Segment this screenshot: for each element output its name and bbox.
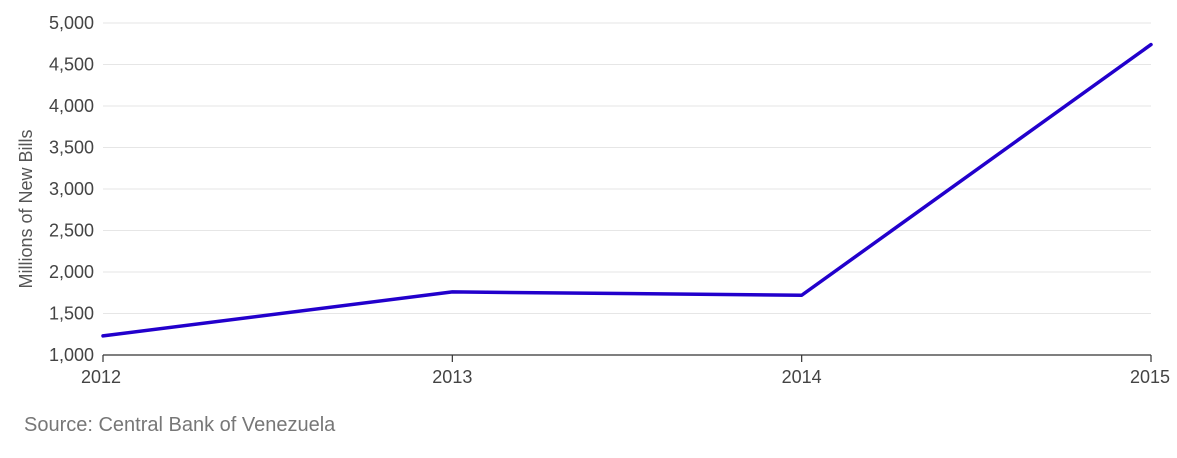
y-tick-label: 3,500 bbox=[49, 138, 94, 158]
y-tick-label: 4,500 bbox=[49, 55, 94, 75]
y-tick-label: 2,500 bbox=[49, 221, 94, 241]
line-chart: 1,000 1,500 2,000 2,500 3,000 3,500 4,000 4,500… bbox=[16, 13, 1170, 387]
series-layer bbox=[101, 42, 1153, 338]
series-line bbox=[101, 42, 1153, 338]
y-tick-label: 2,000 bbox=[49, 262, 94, 282]
x-tick-label: 2012 bbox=[81, 367, 121, 387]
y-tick-label: 3,000 bbox=[49, 179, 94, 199]
y-tick-label: 4,000 bbox=[49, 96, 94, 116]
x-axis-ticks: 2012 2013 2014 2015 bbox=[81, 355, 1170, 387]
y-axis-label: Millions of New Bills bbox=[16, 129, 36, 288]
x-tick-label: 2014 bbox=[782, 367, 822, 387]
x-tick-label: 2015 bbox=[1130, 367, 1170, 387]
source-note: Source: Central Bank of Venezuela bbox=[24, 414, 336, 436]
y-tick-label: 5,000 bbox=[49, 13, 94, 33]
y-tick-label: 1,500 bbox=[49, 304, 94, 324]
gridlines bbox=[103, 22, 1151, 314]
y-tick-label: 1,000 bbox=[49, 345, 94, 365]
y-axis-ticks: 1,000 1,500 2,000 2,500 3,000 3,500 4,000 4,500… bbox=[49, 13, 94, 365]
x-tick-label: 2013 bbox=[432, 367, 472, 387]
